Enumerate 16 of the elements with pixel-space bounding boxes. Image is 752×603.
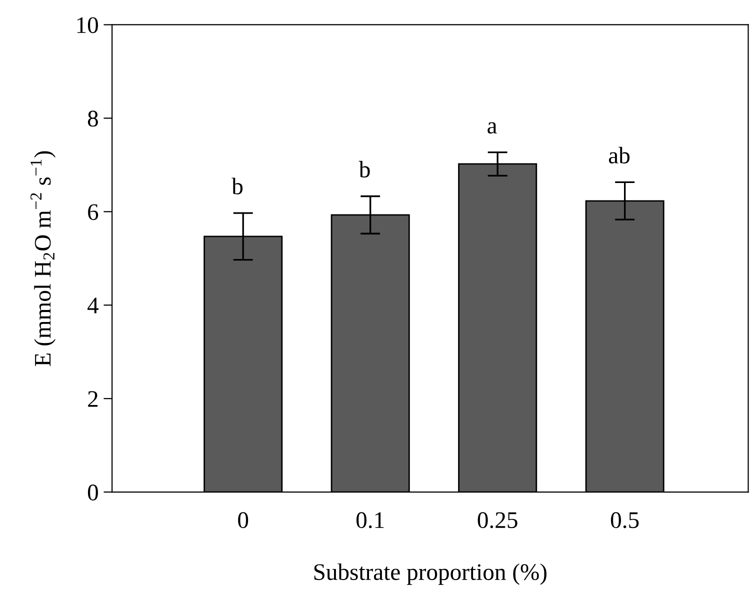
y-tick-label: 4 (88, 298, 98, 314)
annotation: ab (608, 146, 630, 164)
annotation: a (488, 122, 497, 134)
x-axis-title: Substrate proportion (%) (314, 563, 546, 585)
x-tick-label: 0.1 (356, 512, 384, 528)
x-tick-label: 0.25 (478, 512, 518, 528)
y-tick-label: 8 (88, 110, 98, 127)
x-tick-label: 0 (238, 512, 248, 528)
y-axis-title: E (mmol H$_{2}$O m$^{−2}$ s$^{−1}$) (30, 151, 56, 366)
y-tick-label: 0 (88, 484, 98, 500)
annotation: b (358, 160, 370, 178)
annotation: b (232, 178, 243, 194)
y-tick-label: 10 (77, 17, 98, 34)
x-tick-label: 0.5 (610, 512, 639, 528)
y-tick-label: 6 (88, 204, 98, 220)
y-tick-label: 2 (88, 391, 98, 407)
